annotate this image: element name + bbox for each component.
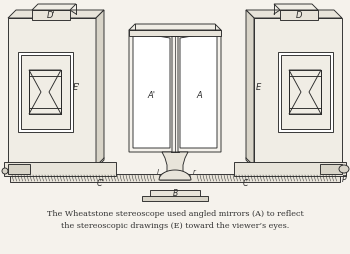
- Text: A: A: [196, 90, 202, 100]
- Text: A': A': [147, 90, 155, 100]
- Polygon shape: [129, 30, 221, 36]
- Text: D': D': [47, 10, 55, 20]
- Text: P: P: [342, 174, 346, 183]
- Polygon shape: [246, 10, 342, 18]
- Bar: [29, 70, 61, 114]
- Polygon shape: [159, 170, 191, 180]
- Text: D: D: [296, 10, 302, 20]
- Polygon shape: [180, 32, 217, 148]
- Text: l: l: [157, 169, 159, 175]
- Bar: [281, 55, 330, 129]
- Bar: [10, 174, 340, 182]
- Bar: [280, 10, 318, 20]
- Polygon shape: [160, 152, 190, 180]
- Text: C': C': [96, 180, 104, 188]
- Bar: [254, 18, 342, 166]
- Text: B: B: [172, 189, 177, 198]
- Text: r: r: [193, 169, 195, 175]
- Ellipse shape: [2, 168, 8, 174]
- Text: C: C: [242, 180, 248, 188]
- Polygon shape: [133, 32, 170, 148]
- Bar: [278, 52, 333, 132]
- Bar: [320, 164, 342, 174]
- Polygon shape: [274, 4, 318, 10]
- Bar: [150, 190, 200, 197]
- Text: The Wheatstone stereoscope used angled mirrors (A) to reflect: The Wheatstone stereoscope used angled m…: [47, 210, 303, 218]
- Bar: [234, 162, 346, 176]
- Text: E': E': [73, 84, 81, 92]
- Bar: [18, 52, 73, 132]
- Polygon shape: [96, 10, 104, 168]
- Bar: [289, 70, 321, 114]
- Bar: [8, 18, 96, 166]
- Polygon shape: [32, 4, 76, 10]
- Polygon shape: [8, 10, 104, 18]
- Bar: [8, 164, 30, 174]
- Polygon shape: [129, 24, 221, 30]
- Text: E: E: [256, 84, 261, 92]
- Bar: [21, 55, 70, 129]
- Ellipse shape: [339, 165, 349, 173]
- Bar: [32, 10, 70, 20]
- Text: the stereoscopic drawings (E) toward the viewer’s eyes.: the stereoscopic drawings (E) toward the…: [61, 222, 289, 230]
- Bar: [142, 196, 208, 201]
- Polygon shape: [246, 10, 254, 168]
- Bar: [4, 162, 116, 176]
